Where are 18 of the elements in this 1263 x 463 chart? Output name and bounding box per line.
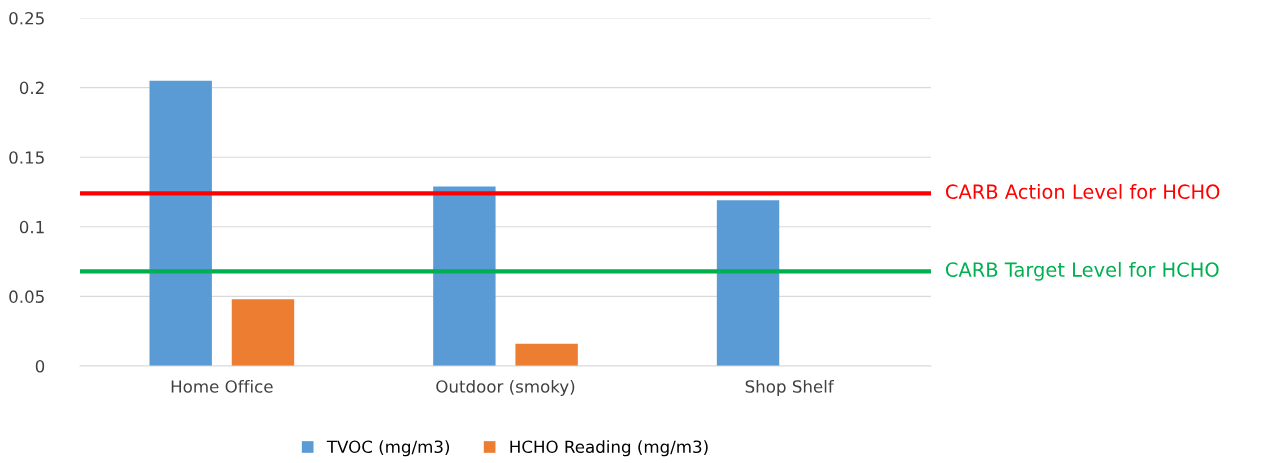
ref-line-label: CARB Target Level for HCHO (945, 261, 1219, 281)
x-tick-label: Shop Shelf (745, 379, 835, 397)
legend-label: TVOC (mg/m3) (326, 440, 450, 457)
bar (149, 80, 212, 366)
legend-label: HCHO Reading (mg/m3) (510, 440, 708, 457)
bar (716, 200, 780, 366)
bar (231, 299, 295, 366)
y-tick-label: 0.2 (19, 81, 44, 95)
bar (433, 186, 496, 366)
bar (515, 343, 578, 366)
y-tick-label: 0.25 (9, 11, 44, 25)
y-tick-label: 0.15 (9, 151, 44, 164)
x-tick-label: Home Office (171, 379, 273, 393)
y-tick-label: 0 (35, 359, 45, 373)
x-tick-label: Outdoor (smoky) (436, 379, 575, 397)
y-tick-label: 0.1 (19, 220, 44, 234)
y-tick-label: 0.05 (9, 290, 44, 303)
ref-line-label: CARB Action Level for HCHO (945, 183, 1220, 200)
